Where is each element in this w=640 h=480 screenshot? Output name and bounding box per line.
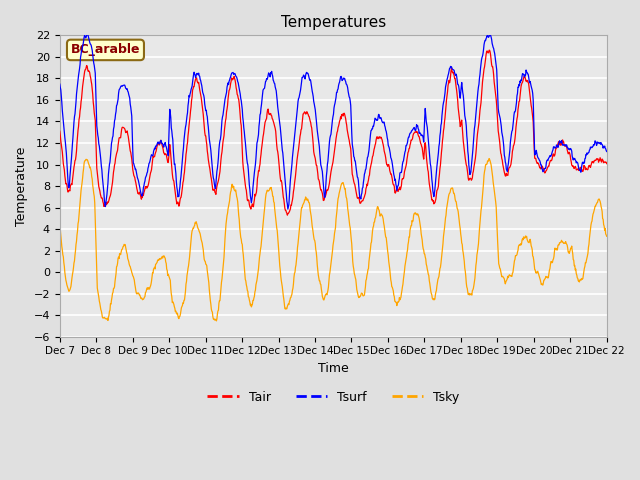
X-axis label: Time: Time [318, 362, 349, 375]
Text: BC_arable: BC_arable [70, 43, 140, 57]
Legend: Tair, Tsurf, Tsky: Tair, Tsurf, Tsky [202, 386, 464, 409]
Y-axis label: Temperature: Temperature [15, 146, 28, 226]
Title: Temperatures: Temperatures [280, 15, 386, 30]
